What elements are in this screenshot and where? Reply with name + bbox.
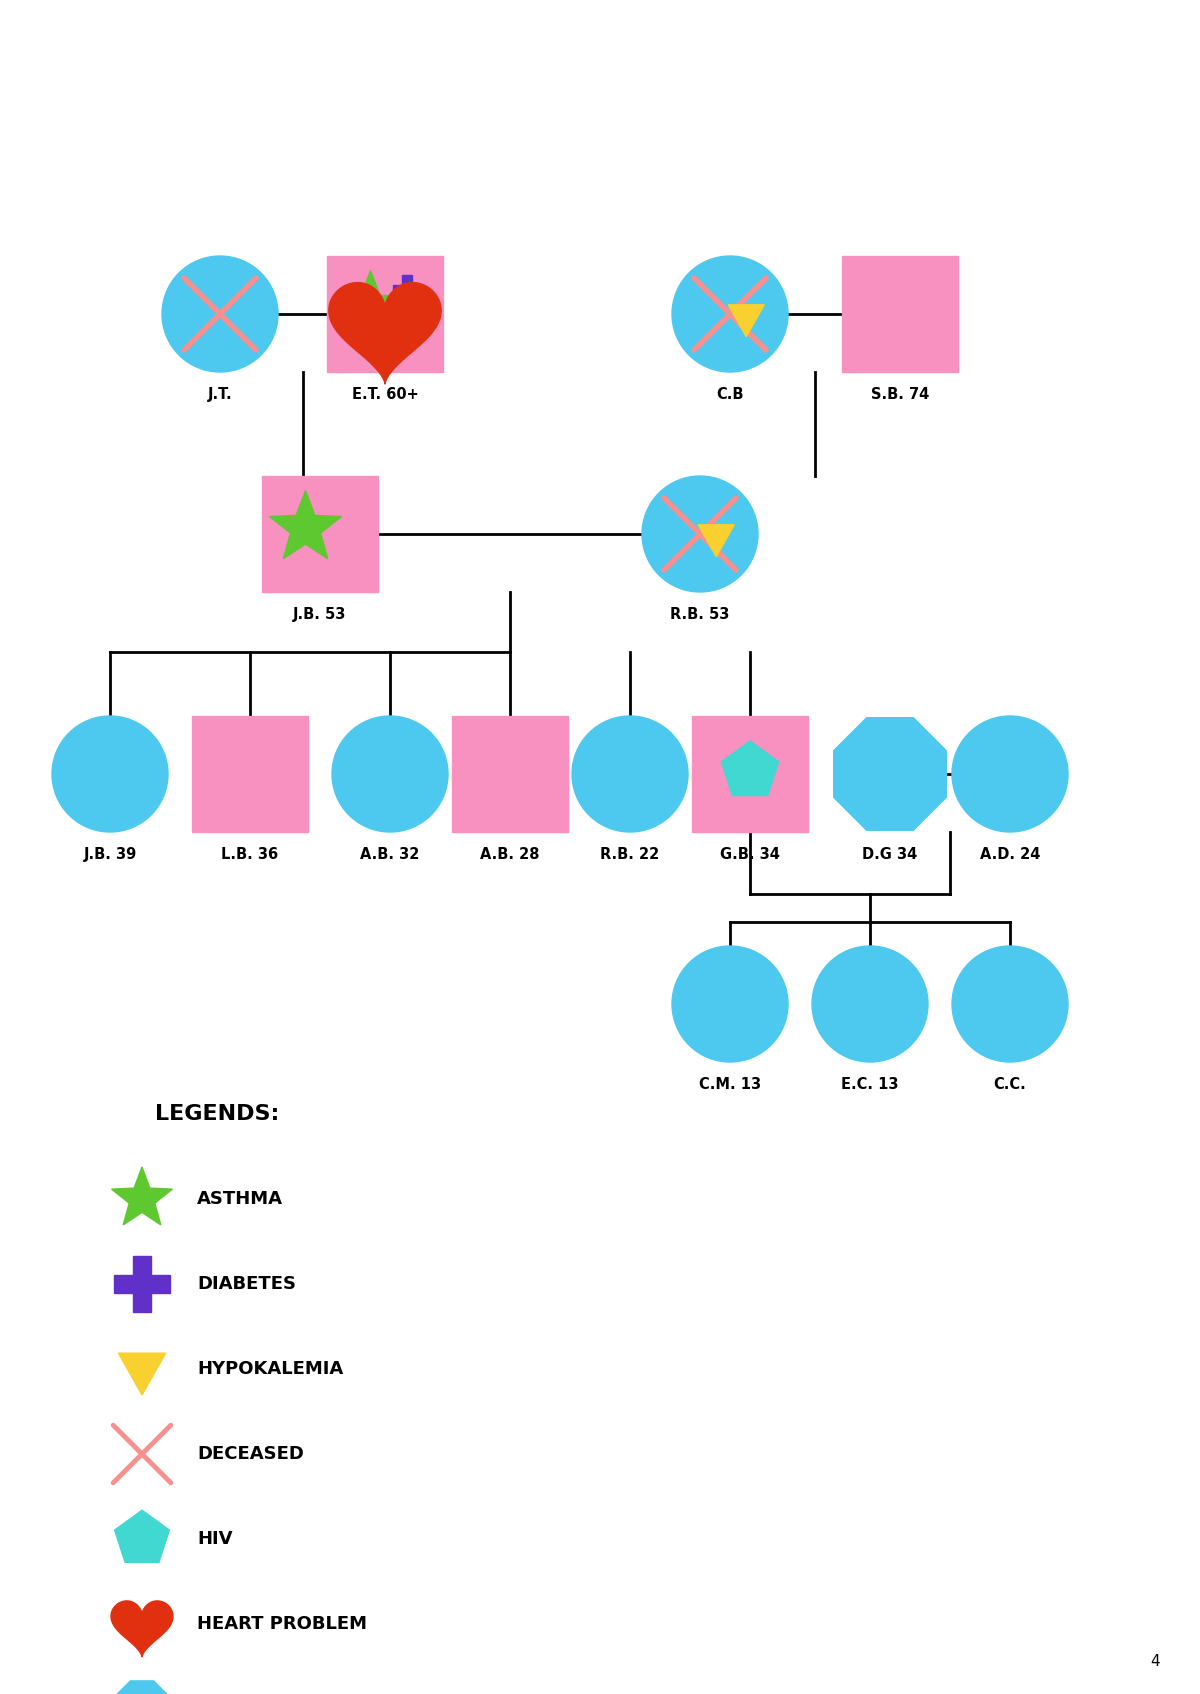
Circle shape bbox=[52, 717, 168, 832]
Circle shape bbox=[642, 476, 758, 591]
Bar bbox=[192, 717, 308, 832]
Bar bbox=[392, 285, 421, 295]
Bar bbox=[326, 256, 443, 373]
Circle shape bbox=[952, 717, 1068, 832]
Polygon shape bbox=[335, 271, 407, 339]
Text: A.D. 24: A.D. 24 bbox=[980, 847, 1040, 862]
Circle shape bbox=[162, 256, 278, 373]
Text: C.M. 13: C.M. 13 bbox=[698, 1077, 761, 1093]
Polygon shape bbox=[698, 525, 734, 557]
Text: DIABETES: DIABETES bbox=[197, 1276, 296, 1293]
Circle shape bbox=[672, 256, 788, 373]
Bar bbox=[262, 476, 378, 591]
Text: DECEASED: DECEASED bbox=[197, 1445, 304, 1464]
Text: D.G 34: D.G 34 bbox=[863, 847, 918, 862]
Polygon shape bbox=[834, 718, 947, 830]
Text: E.C. 13: E.C. 13 bbox=[841, 1077, 899, 1093]
Text: 4: 4 bbox=[1151, 1653, 1160, 1669]
Polygon shape bbox=[270, 491, 341, 559]
Text: A.B. 32: A.B. 32 bbox=[360, 847, 420, 862]
Text: E.T. 60+: E.T. 60+ bbox=[352, 386, 419, 401]
Text: LEGENDS:: LEGENDS: bbox=[155, 1104, 280, 1125]
Text: L.B. 36: L.B. 36 bbox=[222, 847, 278, 862]
Polygon shape bbox=[728, 305, 764, 337]
Polygon shape bbox=[119, 1354, 166, 1394]
Bar bbox=[842, 256, 958, 373]
Bar bbox=[692, 717, 808, 832]
Circle shape bbox=[812, 945, 928, 1062]
Text: J.B. 53: J.B. 53 bbox=[293, 606, 347, 622]
Text: HIV: HIV bbox=[197, 1530, 233, 1548]
Bar bbox=[133, 1255, 151, 1313]
Text: A.B. 28: A.B. 28 bbox=[480, 847, 540, 862]
Text: HEART PROBLEM: HEART PROBLEM bbox=[197, 1614, 367, 1633]
Polygon shape bbox=[112, 1167, 173, 1225]
Circle shape bbox=[672, 945, 788, 1062]
Circle shape bbox=[952, 945, 1068, 1062]
Text: C.C.: C.C. bbox=[994, 1077, 1026, 1093]
Circle shape bbox=[332, 717, 448, 832]
Text: R.B. 22: R.B. 22 bbox=[600, 847, 660, 862]
Polygon shape bbox=[721, 740, 779, 796]
Text: HYPOKALEMIA: HYPOKALEMIA bbox=[197, 1360, 343, 1377]
Text: J.T.: J.T. bbox=[208, 386, 233, 401]
Circle shape bbox=[572, 717, 688, 832]
Polygon shape bbox=[114, 1680, 170, 1694]
Text: R.B. 53: R.B. 53 bbox=[671, 606, 730, 622]
Polygon shape bbox=[329, 283, 442, 385]
Text: C.B: C.B bbox=[716, 386, 744, 401]
Text: S.B. 74: S.B. 74 bbox=[871, 386, 929, 401]
Bar bbox=[452, 717, 568, 832]
Polygon shape bbox=[115, 1509, 169, 1562]
Bar bbox=[402, 274, 412, 305]
Bar bbox=[114, 1276, 170, 1293]
Polygon shape bbox=[112, 1601, 173, 1657]
Text: G.B. 34: G.B. 34 bbox=[720, 847, 780, 862]
Text: J.B. 39: J.B. 39 bbox=[83, 847, 137, 862]
Text: ASTHMA: ASTHMA bbox=[197, 1189, 283, 1208]
